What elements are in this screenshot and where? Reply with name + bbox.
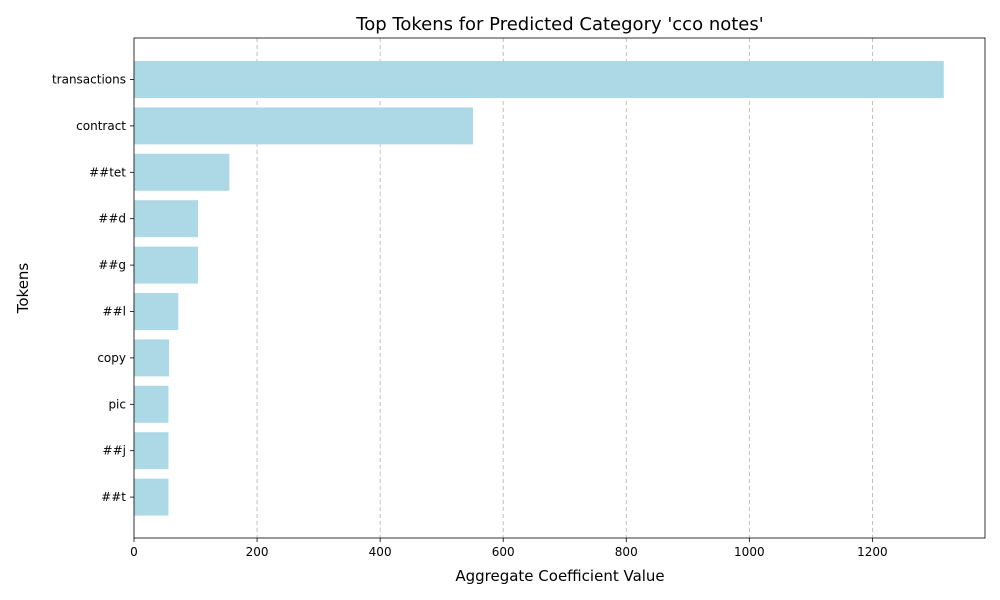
bar bbox=[134, 478, 169, 516]
y-tick-label: ##j bbox=[103, 444, 126, 458]
x-axis-label: Aggregate Coefficient Value bbox=[455, 567, 664, 585]
y-tick-label: ##g bbox=[98, 258, 126, 272]
y-tick-label: ##d bbox=[98, 212, 126, 226]
bar bbox=[134, 107, 474, 145]
y-tick-label: ##l bbox=[103, 305, 126, 319]
bar bbox=[134, 153, 230, 191]
x-tick-label: 1000 bbox=[734, 545, 765, 559]
y-tick-label: ##t bbox=[101, 490, 126, 504]
bars bbox=[134, 61, 944, 516]
x-tick-label: 0 bbox=[130, 545, 138, 559]
x-tick-label: 800 bbox=[615, 545, 638, 559]
y-axis-label: Tokens bbox=[14, 263, 32, 315]
x-tick-label: 400 bbox=[369, 545, 392, 559]
x-tick-label: 1200 bbox=[857, 545, 888, 559]
bar bbox=[134, 293, 179, 330]
x-tick-label: 200 bbox=[246, 545, 269, 559]
axes: transactions contract ##tet ##d ##g ##l copy pi… bbox=[52, 37, 986, 559]
y-tick-label: ##tet bbox=[89, 165, 126, 179]
chart-title: Top Tokens for Predicted Category 'cco n… bbox=[355, 14, 763, 35]
y-tick-label: contract bbox=[76, 119, 126, 133]
plot-frame bbox=[133, 37, 986, 539]
bar bbox=[134, 61, 944, 98]
bar bbox=[134, 385, 169, 423]
bar bbox=[134, 339, 170, 377]
y-tick-label: copy bbox=[97, 351, 126, 365]
x-tick-label: 600 bbox=[492, 545, 515, 559]
y-tick-label: pic bbox=[108, 397, 126, 411]
grid-lines bbox=[256, 38, 873, 538]
bar bbox=[134, 200, 198, 238]
bar bbox=[134, 432, 169, 470]
bar bbox=[134, 246, 198, 284]
y-tick-label: transactions bbox=[52, 73, 126, 87]
